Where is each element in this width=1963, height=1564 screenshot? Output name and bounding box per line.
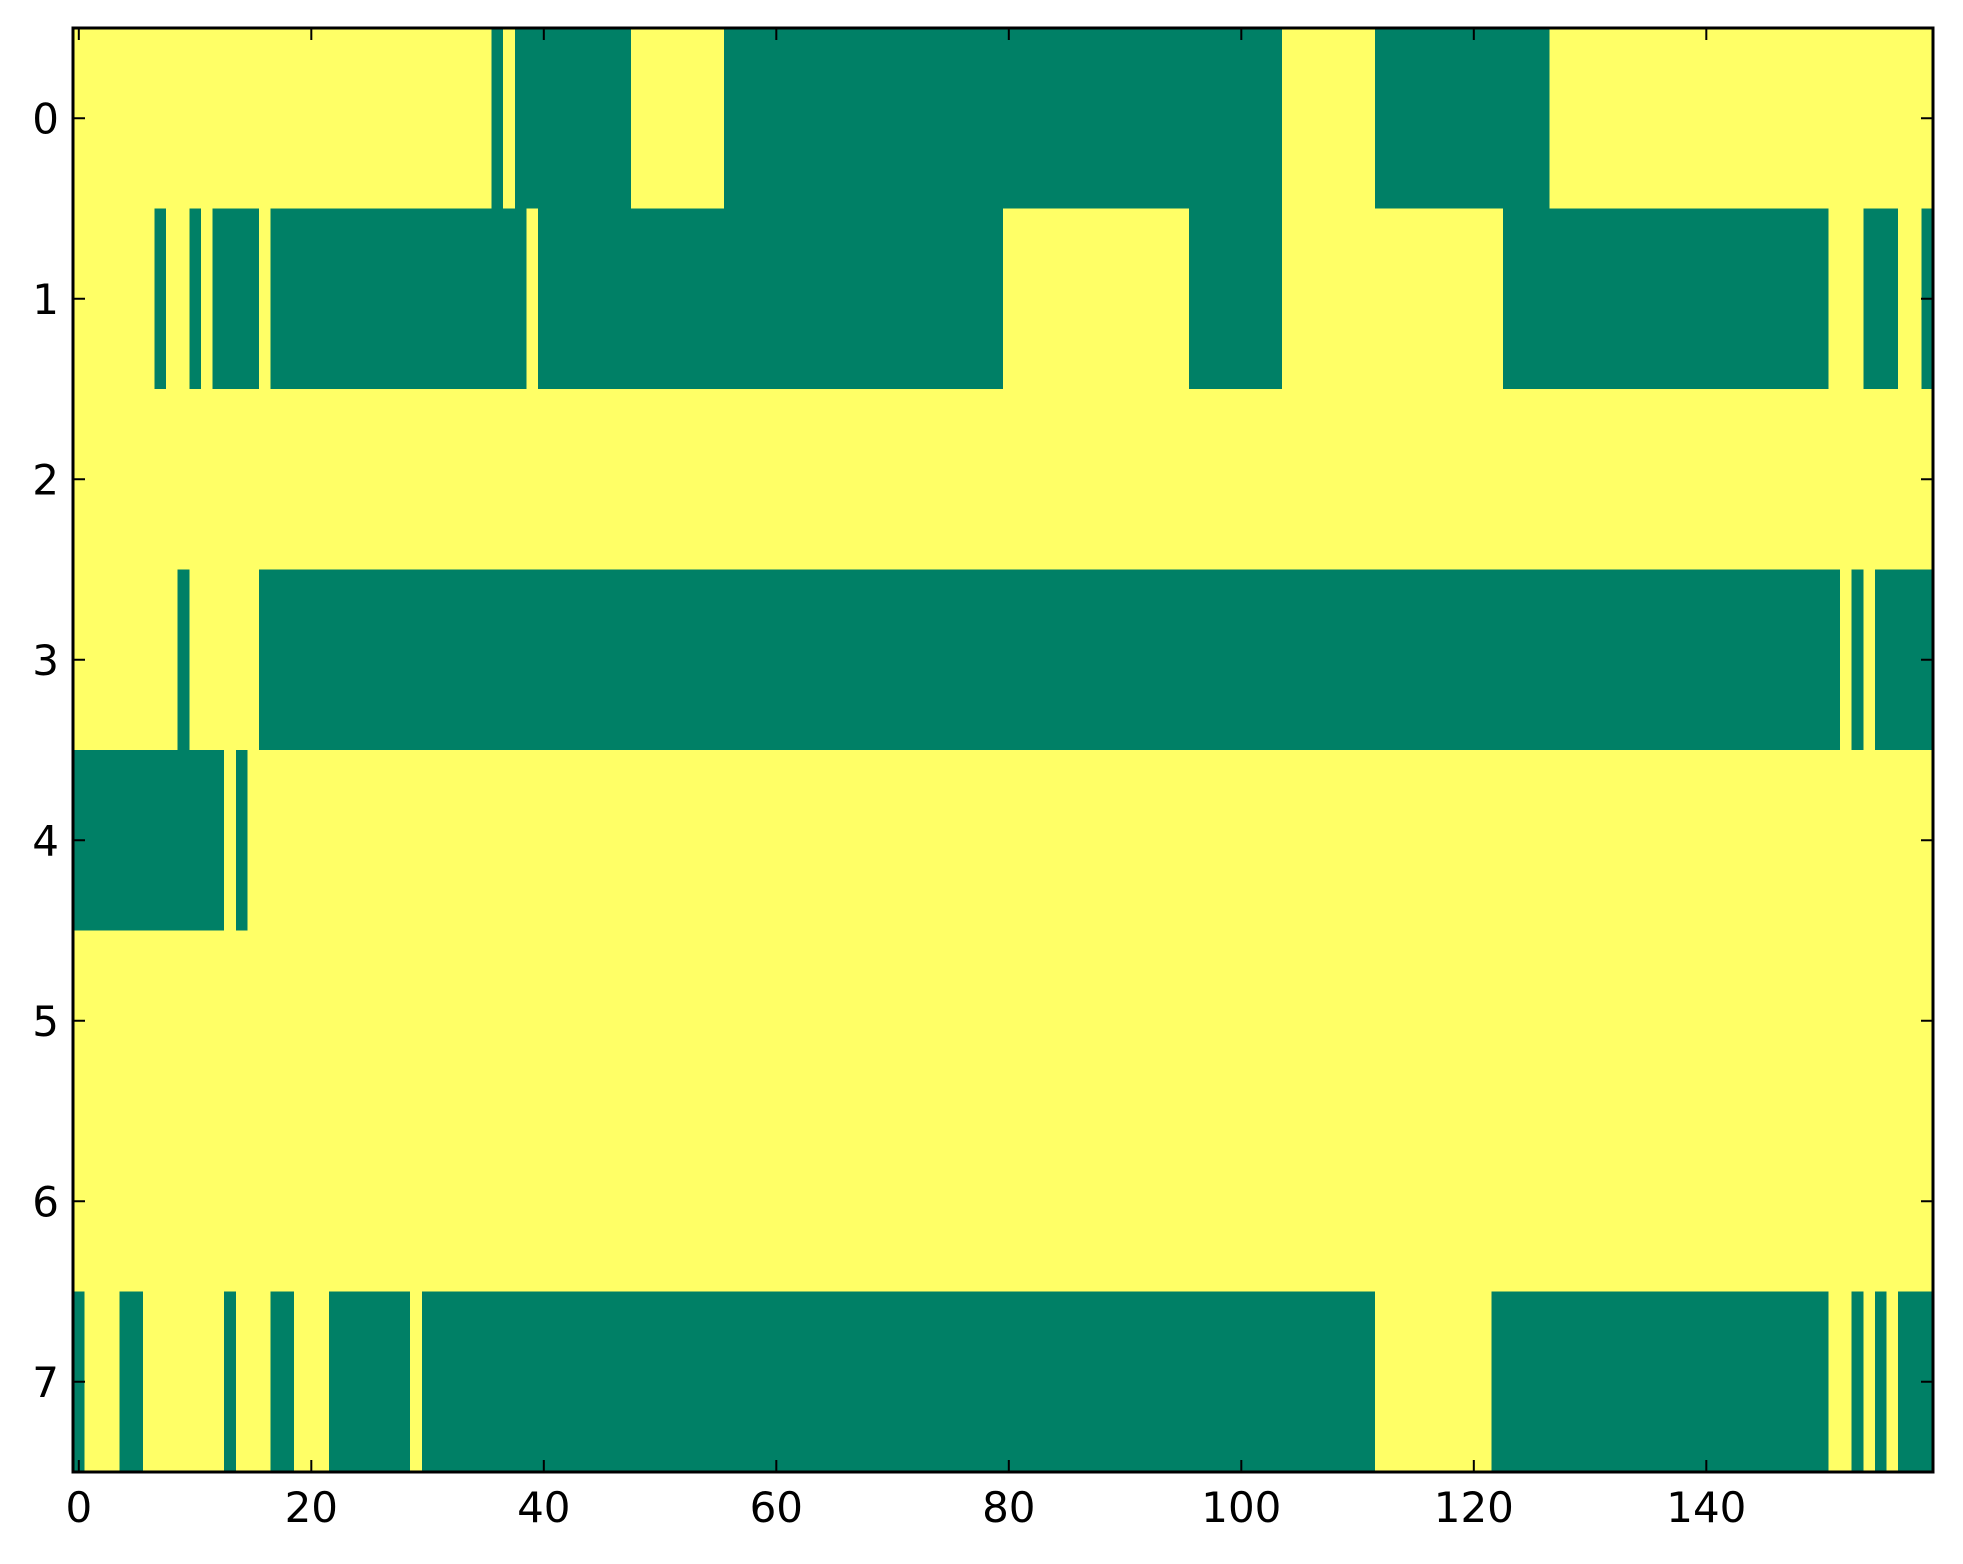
heatmap-cell-row-3-2	[1851, 569, 1864, 750]
heatmap-cell-row-4-0	[73, 750, 225, 931]
heatmap-cell-row-3-0	[177, 569, 190, 750]
heatmap-cell-row-7-1	[119, 1291, 143, 1472]
heatmap-cell-row-1-0	[154, 208, 166, 389]
heatmap-cell-row-7-5	[421, 1291, 1375, 1472]
heatmap-cell-row-1-7	[1863, 208, 1899, 389]
heatmap-cell-row-0-1	[514, 28, 631, 209]
heatmap-cell-row-7-2	[224, 1291, 236, 1472]
heatmap-row-5-low	[73, 930, 1933, 1111]
heatmap-cell-row-1-3	[270, 208, 527, 389]
heatmap-cell-row-1-5	[1189, 208, 1282, 389]
heatmap-cell-row-4-1	[235, 750, 248, 931]
heatmap-cell-row-3-1	[259, 569, 1840, 750]
axis-ticks	[73, 28, 1933, 1472]
heatmap-cell-row-1-2	[212, 208, 259, 389]
y-tick-label: 1	[32, 275, 59, 324]
y-tick-label: 7	[32, 1358, 59, 1407]
heatmap-cell-row-7-8	[1874, 1291, 1887, 1472]
x-tick-label: 120	[1434, 1483, 1514, 1532]
heatmap-row-4-low	[73, 750, 1933, 931]
heatmap-cell-row-1-4	[538, 208, 1003, 389]
heatmap-cell-row-0-0	[491, 28, 504, 209]
x-tick-label: 80	[982, 1483, 1035, 1532]
heatmap-cell-row-7-7	[1851, 1291, 1864, 1472]
y-tick-label: 5	[32, 997, 59, 1046]
heatmap-row-6-low	[73, 1111, 1933, 1292]
heatmap-cell-row-1-1	[189, 208, 201, 389]
x-tick-label: 40	[517, 1483, 570, 1532]
tick-labels: 0 20 40 60 80 100 120 140 0 1 2 3 4 5 6 7	[32, 94, 1746, 1532]
heatmap-cell-row-0-3	[1375, 28, 1550, 209]
heatmap-cell-row-7-3	[270, 1291, 294, 1472]
y-tick-label: 3	[32, 636, 59, 685]
y-tick-label: 6	[32, 1177, 59, 1226]
heatmap-cell-row-7-4	[328, 1291, 411, 1472]
x-tick-label: 140	[1666, 1483, 1746, 1532]
heatmap-row-2-low	[73, 389, 1933, 570]
x-tick-label: 0	[65, 1483, 92, 1532]
heatmap-cell-row-1-6	[1502, 208, 1829, 389]
y-tick-label: 0	[32, 94, 59, 143]
x-tick-label: 60	[750, 1483, 803, 1532]
x-tick-label: 20	[285, 1483, 338, 1532]
y-tick-label: 2	[32, 455, 59, 504]
y-tick-label: 4	[32, 816, 59, 865]
heatmap-cell-row-0-2	[724, 28, 1282, 209]
heatmap-cell-row-7-6	[1491, 1291, 1829, 1472]
x-tick-label: 100	[1201, 1483, 1281, 1532]
heatmap-cells	[73, 28, 1933, 1472]
plot-frame	[71, 26, 1935, 1474]
